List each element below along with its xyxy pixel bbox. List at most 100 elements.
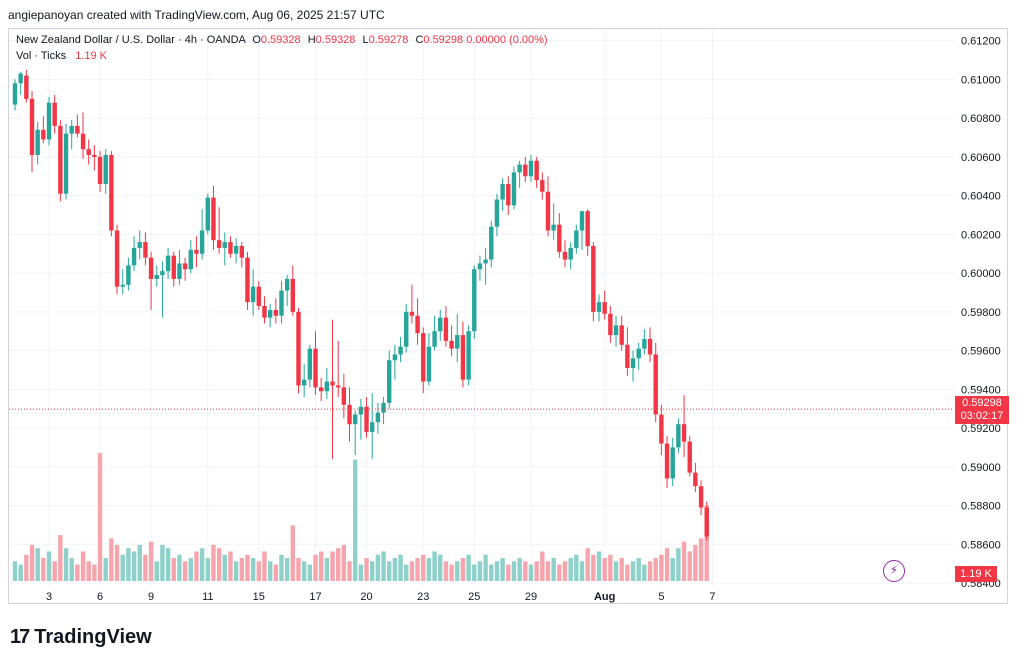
candle-body — [528, 160, 534, 177]
volume-bar — [523, 561, 528, 581]
volume-bar — [307, 564, 313, 581]
volume-bar — [426, 558, 432, 581]
volume-bar — [52, 561, 57, 581]
y-tick-label: 0.60000 — [961, 268, 1001, 280]
candle-body — [211, 197, 216, 241]
volume-bar — [404, 564, 409, 581]
volume-label[interactable]: Vol · Ticks — [16, 50, 67, 62]
candle-body — [301, 379, 307, 386]
volume-bar — [41, 558, 46, 581]
candle-body — [664, 443, 670, 479]
candle-body — [216, 240, 222, 248]
x-tick-label: Aug — [594, 591, 615, 603]
volume-bar — [267, 561, 273, 581]
volume-bar — [126, 548, 131, 581]
y-tick-label: 0.58800 — [961, 501, 1001, 513]
candle-body — [517, 164, 522, 173]
volume-bar — [625, 564, 630, 581]
symbol-name[interactable]: New Zealand Dollar / U.S. Dollar · 4h · … — [16, 34, 246, 46]
candle-body — [126, 265, 131, 285]
volume-bar — [194, 551, 199, 581]
y-tick-label: 0.60400 — [961, 191, 1001, 203]
volume-bar — [415, 558, 420, 581]
candle-body — [591, 245, 596, 312]
candle-body — [239, 245, 244, 258]
tradingview-logo[interactable]: 17 TradingView — [10, 626, 152, 649]
volume-bar — [670, 558, 675, 581]
volume-bar — [35, 548, 40, 581]
volume-bar — [466, 554, 471, 581]
volume-bar — [602, 558, 607, 581]
volume-bar — [233, 561, 239, 581]
volume-bar — [449, 564, 454, 581]
volume-bar — [109, 538, 114, 581]
x-tick-label: 17 — [309, 591, 321, 603]
x-tick-label: 20 — [360, 591, 372, 603]
low-key: L — [362, 34, 369, 46]
volume-bar — [392, 558, 398, 581]
x-tick-label: 9 — [148, 591, 154, 603]
candle-body — [647, 338, 653, 355]
y-tick-label: 0.59800 — [961, 307, 1001, 319]
tv-logo-icon: 17 — [10, 626, 30, 648]
volume-bar — [370, 561, 375, 581]
volume-bar — [29, 544, 35, 581]
candle-body — [35, 129, 40, 155]
candle-body — [143, 242, 148, 258]
volume-bar — [24, 554, 29, 581]
high-key: H — [307, 34, 316, 46]
volume-bar — [540, 551, 545, 581]
candle-body — [324, 381, 330, 392]
bar-countdown: 03:02:17 — [960, 410, 1004, 422]
candle-body — [313, 348, 318, 388]
candle-body — [602, 302, 607, 314]
candle-body — [18, 73, 23, 84]
volume-bar — [182, 561, 188, 581]
y-tick-label: 0.60600 — [961, 152, 1001, 164]
y-tick-label: 0.58600 — [961, 539, 1001, 551]
y-tick-label: 0.61000 — [961, 74, 1001, 86]
x-tick-label: 6 — [97, 591, 103, 603]
candle-body — [160, 271, 165, 276]
candle-body — [523, 164, 528, 177]
volume-bar — [438, 554, 443, 581]
candle-body — [188, 249, 193, 270]
candle-body — [330, 381, 335, 386]
candle-body — [171, 255, 176, 279]
volume-bar — [290, 525, 296, 581]
candle-body — [404, 311, 409, 347]
volume-bar — [596, 551, 602, 581]
volume-bar — [256, 561, 262, 581]
volume-bar — [131, 551, 137, 581]
x-tick-label: 3 — [46, 591, 52, 603]
candle-body — [551, 224, 556, 231]
candle-body — [256, 286, 262, 307]
candle-body — [477, 263, 483, 270]
volume-bar — [86, 561, 91, 581]
candlestick-chart[interactable]: 0.61200 0.61000 0.60800 0.60600 0.60400 0.602… — [9, 29, 1007, 603]
candle-body — [109, 154, 114, 231]
volume-bar — [421, 554, 426, 581]
high-value: 0.59328 — [315, 34, 356, 46]
volume-bar — [642, 564, 647, 581]
y-tick-label: 0.59400 — [961, 384, 1001, 396]
volume-bar — [75, 564, 80, 581]
volume-bar — [528, 564, 534, 581]
volume-bar — [296, 558, 301, 581]
volume-bar — [511, 561, 517, 581]
volume-bar — [250, 558, 256, 581]
candle-body — [131, 247, 137, 266]
candle-body — [630, 358, 636, 369]
volume-bar — [364, 558, 369, 581]
candle-body — [426, 346, 432, 382]
close-key: C — [415, 34, 424, 46]
volume-bar — [46, 551, 52, 581]
candle-body — [97, 156, 103, 185]
volume-bar — [630, 561, 636, 581]
volume-bar — [177, 554, 182, 581]
candle-body — [472, 269, 477, 332]
volume-bar — [608, 554, 613, 581]
candle-body — [693, 472, 698, 487]
volume-bar — [381, 551, 386, 581]
lightning-icon[interactable]: ⚡ — [883, 560, 905, 582]
